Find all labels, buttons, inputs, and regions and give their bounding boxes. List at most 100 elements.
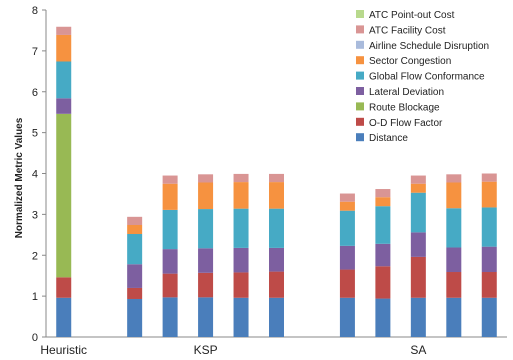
bar-stack [127, 216, 143, 337]
bar-segment [269, 247, 284, 272]
bar-segment [233, 173, 249, 183]
y-tick-label: 7 [32, 46, 38, 58]
y-tick-label: 6 [32, 87, 38, 99]
legend-swatch [356, 40, 364, 49]
bar-segment [481, 173, 497, 182]
bar-segment [481, 207, 497, 247]
bar-stack [56, 26, 72, 337]
bar-segment [127, 287, 143, 299]
x-category-label: SA [410, 343, 426, 357]
bar-segment [375, 197, 391, 207]
bar-segment [198, 297, 214, 337]
bar-segment [233, 297, 249, 337]
bar-segment [56, 26, 72, 35]
legend-label: ATC Facility Cost [369, 25, 446, 36]
legend-swatch [356, 71, 364, 80]
bar-segment [269, 173, 284, 183]
bar-segment [410, 297, 426, 337]
y-axis-title: Normalized Metric Values [14, 117, 25, 238]
legend-item: Global Flow Conformance [356, 71, 485, 83]
bar-segment [375, 298, 391, 337]
bar-stack [375, 189, 391, 337]
bar-segment [56, 277, 72, 298]
bar-segment [410, 192, 426, 233]
legend: ATC Point-out Cost ATC Facility Cost Airli… [356, 10, 489, 144]
bar-segment [446, 247, 462, 273]
bar-stack [410, 175, 426, 337]
bar-segment [56, 113, 72, 278]
legend-swatch [356, 133, 364, 142]
bar-segment [233, 182, 249, 209]
bar-segment [162, 175, 178, 184]
bar-segment [198, 248, 214, 273]
bar-stack [446, 174, 462, 337]
axes: 0 1 2 3 4 5 6 7 8 Heuristic KSP SA [32, 5, 507, 357]
legend-swatch [356, 56, 364, 65]
bar-segment [269, 271, 284, 298]
bar-segment [339, 210, 355, 246]
bars-layer [56, 26, 497, 337]
bar-stack [339, 193, 355, 337]
legend-item: ATC Point-out Cost [356, 10, 455, 21]
legend-item: Sector Congestion [356, 56, 451, 67]
legend-swatch [356, 25, 364, 34]
bar-segment [446, 272, 462, 298]
bar-segment [269, 208, 284, 248]
bar-segment [446, 297, 462, 337]
y-tick-label: 2 [32, 250, 38, 262]
bar-segment [162, 297, 178, 337]
x-category-label: KSP [194, 343, 218, 357]
legend-label: ATC Point-out Cost [369, 10, 455, 21]
y-tick-label: 0 [32, 332, 38, 344]
bar-segment [410, 183, 426, 193]
bar-segment [375, 266, 391, 299]
legend-item: O-D Flow Factor [356, 117, 443, 129]
bar-segment [481, 181, 497, 208]
y-tick-label: 1 [32, 291, 38, 303]
bar-segment [233, 272, 249, 298]
y-tick-label: 3 [32, 209, 38, 221]
bar-stack [269, 173, 284, 337]
bar-segment [410, 256, 426, 298]
bar-segment [162, 183, 178, 210]
legend-item: Lateral Deviation [356, 87, 444, 98]
bar-segment [375, 189, 391, 198]
y-tick-label: 5 [32, 128, 38, 140]
bar-segment [127, 233, 143, 265]
y-tick-label: 8 [32, 5, 38, 17]
legend-swatch [356, 87, 364, 95]
bar-segment [481, 272, 497, 298]
bar-segment [375, 243, 391, 267]
bar-segment [410, 232, 426, 257]
bar-segment [446, 182, 462, 209]
bar-segment [269, 182, 284, 209]
legend-swatch [356, 10, 364, 18]
bar-segment [339, 297, 355, 337]
legend-swatch [356, 102, 364, 111]
bar-segment [162, 209, 178, 250]
bar-segment [198, 182, 214, 210]
bar-segment [233, 247, 249, 273]
bar-segment [198, 272, 214, 298]
bar-stack [233, 173, 249, 337]
bar-segment [481, 246, 497, 273]
legend-label: Route Blockage [369, 102, 440, 113]
bar-segment [198, 174, 214, 183]
x-category-label: Heuristic [40, 343, 87, 357]
bar-stack [481, 173, 497, 337]
bar-segment [481, 297, 497, 337]
bar-segment [339, 193, 355, 202]
bar-segment [162, 273, 178, 298]
bar-segment [410, 175, 426, 184]
bar-segment [446, 174, 462, 183]
legend-label: Airline Schedule Disruption [369, 41, 489, 52]
legend-item: Distance [356, 133, 408, 144]
legend-label: Lateral Deviation [369, 87, 444, 98]
bar-segment [56, 34, 72, 62]
bar-segment [375, 206, 391, 244]
legend-swatch [356, 117, 364, 126]
bar-segment [127, 225, 143, 234]
bar-segment [339, 269, 355, 298]
